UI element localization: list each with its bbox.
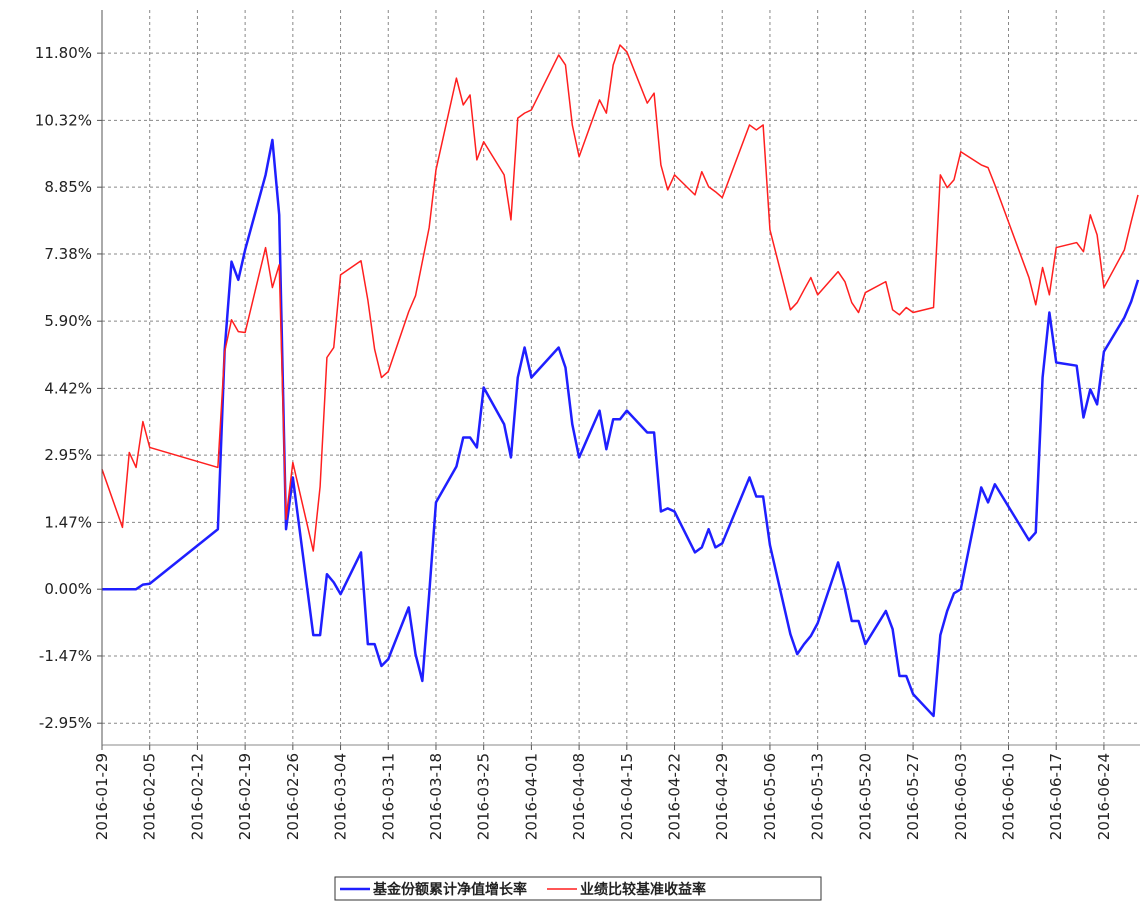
x-tick-label: 2016-04-29 xyxy=(713,753,731,840)
x-tick-label: 2016-04-01 xyxy=(522,753,540,840)
x-tick-label: 2016-06-10 xyxy=(1000,753,1018,840)
x-tick-label: 2016-02-19 xyxy=(236,753,254,840)
legend-label: 业绩比较基准收益率 xyxy=(580,881,706,898)
x-tick-label: 2016-03-04 xyxy=(332,753,350,840)
series-line xyxy=(101,44,1139,552)
marks xyxy=(101,44,1140,718)
x-tick-label: 2016-03-18 xyxy=(427,753,445,840)
x-tick-label: 2016-04-08 xyxy=(570,753,588,840)
x-tick-label: 2016-06-17 xyxy=(1047,753,1065,840)
x-tick-label: 2016-04-15 xyxy=(618,753,636,840)
y-tick-label: 0.00% xyxy=(44,580,92,598)
y-tick-label: -2.95% xyxy=(39,714,92,732)
series-line xyxy=(102,138,1140,718)
x-tick-label: 2016-05-13 xyxy=(809,753,827,840)
x-tick-label: 2016-05-06 xyxy=(761,753,779,840)
x-tick-label: 2016-03-25 xyxy=(475,753,493,840)
y-tick-label: 4.42% xyxy=(44,379,92,397)
x-tick-label: 2016-02-05 xyxy=(141,753,159,840)
legend xyxy=(334,876,822,901)
x-tick-label: 2016-03-11 xyxy=(379,753,397,840)
x-tick-label: 2016-01-29 xyxy=(93,753,111,840)
x-tick-label: 2016-02-12 xyxy=(188,753,206,840)
y-tick-label: 5.90% xyxy=(44,312,92,330)
y-tick-label: -1.47% xyxy=(39,647,92,665)
legend-label: 基金份额累计净值增长率 xyxy=(373,881,527,898)
y-tick-label: 2.95% xyxy=(44,446,92,464)
y-tick-label: 8.85% xyxy=(44,178,92,196)
x-tick-label: 2016-05-27 xyxy=(904,753,922,840)
x-tick-label: 2016-06-03 xyxy=(952,753,970,840)
y-tick-label: 1.47% xyxy=(44,513,92,531)
x-tick-label: 2016-05-20 xyxy=(856,753,874,840)
x-tick-label: 2016-06-24 xyxy=(1095,753,1113,840)
x-tick-label: 2016-02-26 xyxy=(284,753,302,840)
x-tick-label: 2016-04-22 xyxy=(666,753,684,840)
plot-area xyxy=(102,10,1140,745)
y-tick-label: 11.80% xyxy=(35,44,92,62)
legend-items: 基金份额累计净值增长率 业绩比较基准收益率 xyxy=(340,881,706,898)
y-tick-label: 7.38% xyxy=(44,245,92,263)
labels: -2.95% -1.47% 0.00% 1.47% 2.95% 4.42% 5.90% 7.3… xyxy=(35,44,1113,840)
y-tick-label: 10.32% xyxy=(35,111,92,129)
